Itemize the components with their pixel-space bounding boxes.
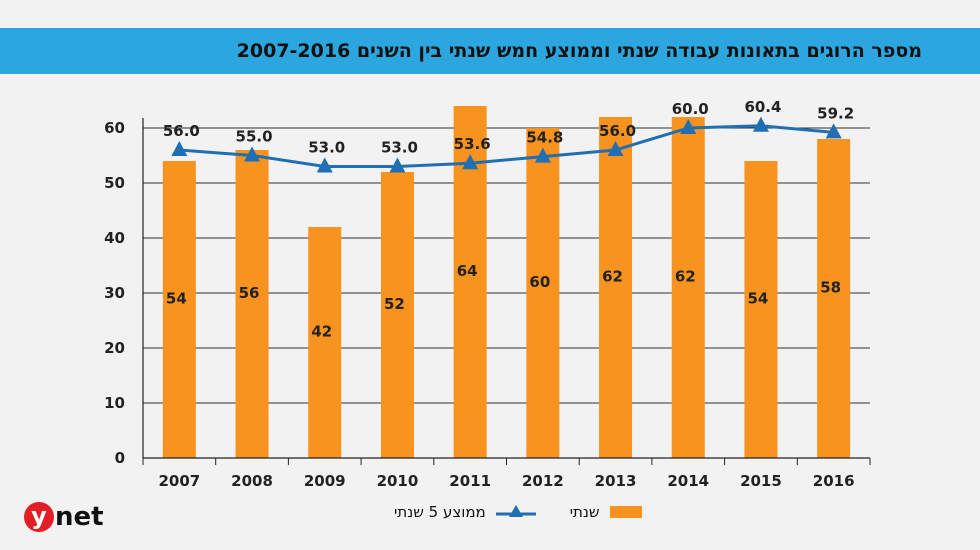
y-tick-label: 20 <box>104 339 125 357</box>
legend-bar-label: שנתי <box>569 503 600 521</box>
bar <box>671 117 705 458</box>
line-value-label: 53.6 <box>454 135 491 153</box>
line-marker <box>534 147 551 163</box>
bar <box>744 161 778 458</box>
bar-value-label: 42 <box>311 323 332 341</box>
ynet-logo: y net <box>24 500 104 534</box>
legend-bar-swatch <box>609 506 642 518</box>
y-tick-label: 0 <box>115 449 125 467</box>
line-marker <box>752 116 769 132</box>
legend-line-label: ממוצע 5 שנתי <box>394 503 486 521</box>
legend-line-swatch <box>495 505 536 517</box>
line-marker <box>462 154 479 170</box>
bar-value-label: 52 <box>384 295 405 313</box>
bar-value-label: 64 <box>457 262 478 280</box>
average-line <box>179 124 834 168</box>
bar-value-label: 54 <box>748 290 769 308</box>
bar <box>162 161 196 458</box>
axis-layer: 0 10 20 30 40 50 60 2007 2008 2009 2010 2011 2012 201… <box>104 118 871 490</box>
y-tick-label: 30 <box>104 284 125 302</box>
line-value-label: 60.0 <box>672 100 709 118</box>
legend-item-bar: שנתי <box>570 503 642 521</box>
chart-title: מספר הרוגים בתאונות עבודה שנתי וממוצע חמ… <box>236 40 922 62</box>
line-value-label: 54.8 <box>526 129 563 147</box>
line-value-label: 53.0 <box>381 139 418 157</box>
legend-item-line: ממוצע 5 שנתי <box>394 503 536 521</box>
x-tick-label: 2011 <box>449 472 491 490</box>
line-marker <box>244 146 261 162</box>
y-tick-label: 60 <box>104 119 125 137</box>
y-tick-label: 40 <box>104 229 125 247</box>
x-tick-label: 2016 <box>813 472 855 490</box>
y-tick-label: 10 <box>104 394 125 412</box>
x-tick-label: 2007 <box>158 472 200 490</box>
bar-value-label: 62 <box>675 268 696 286</box>
x-tick-label: 2008 <box>231 472 273 490</box>
bar <box>599 117 633 458</box>
title-bar: מספר הרוגים בתאונות עבודה שנתי וממוצע חמ… <box>0 28 980 74</box>
line-marker <box>316 157 333 173</box>
line-marker <box>389 157 406 173</box>
line-marker <box>607 141 624 156</box>
line-marker <box>680 119 697 134</box>
bar-value-label: 56 <box>239 284 260 302</box>
x-tick-label: 2015 <box>740 472 782 490</box>
x-tick-label: 2010 <box>377 472 419 490</box>
line-value-label: 56.0 <box>599 122 636 140</box>
bar-value-label: 54 <box>166 290 187 308</box>
bar-value-label: 58 <box>820 279 841 297</box>
logo-mark: y <box>24 502 54 532</box>
bar-value-label: 60 <box>529 273 550 291</box>
line-marker <box>171 141 188 156</box>
line-value-label: 53.0 <box>308 139 345 157</box>
bar <box>235 150 269 458</box>
y-tick-label: 50 <box>104 174 125 192</box>
x-tick-label: 2013 <box>595 472 637 490</box>
line-marker <box>825 123 842 139</box>
label-layer: 54 56 42 52 64 60 62 62 54 58 56.0 55.0 53.0 53.0 53.6… <box>163 98 854 341</box>
line-layer <box>171 116 842 173</box>
legend: שנתי ממוצע 5 שנתי <box>360 500 642 524</box>
line-value-label: 56.0 <box>163 122 200 140</box>
x-tick-label: 2012 <box>522 472 564 490</box>
bar <box>308 227 342 458</box>
bar <box>817 139 851 458</box>
bar <box>526 128 560 458</box>
x-tick-label: 2014 <box>667 472 709 490</box>
logo-text: net <box>55 502 104 532</box>
x-tick-label: 2009 <box>304 472 346 490</box>
line-value-label: 60.4 <box>744 98 781 116</box>
line-value-label: 59.2 <box>817 104 854 122</box>
bar <box>380 172 414 458</box>
line-value-label: 55.0 <box>236 128 273 146</box>
bar-value-label: 62 <box>602 268 623 286</box>
